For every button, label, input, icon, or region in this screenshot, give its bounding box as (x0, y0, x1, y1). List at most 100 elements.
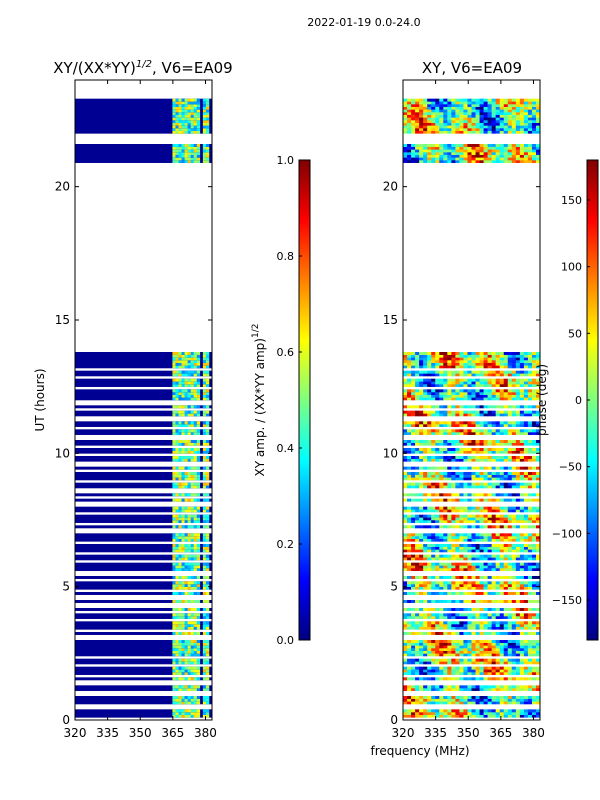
phase-cell (419, 557, 424, 561)
amplitude-row-13 (75, 658, 212, 662)
phase-cell (447, 685, 452, 689)
phase-cell (479, 640, 484, 643)
phase-cell (467, 440, 472, 443)
phase-cell (515, 549, 521, 553)
amplitude-cell (184, 712, 188, 715)
amplitude-cell (202, 117, 207, 121)
phase-cell (411, 130, 416, 134)
phase-cell (427, 584, 432, 587)
phase-cell (451, 448, 456, 451)
amplitude-cell (196, 154, 201, 158)
phase-cell (499, 661, 505, 665)
phase-cell (455, 608, 460, 611)
phase-cell (511, 413, 517, 417)
amplitude-row-18 (75, 642, 212, 646)
phase-cell (439, 154, 444, 158)
phase-cell (459, 661, 464, 665)
phase-cell (439, 493, 444, 497)
amplitude-cell (172, 410, 176, 414)
phase-cell (491, 696, 496, 699)
amplitude-cell (172, 114, 176, 118)
amplitude-cell (202, 562, 207, 566)
phase-cell (467, 424, 472, 427)
phase-cell (407, 378, 412, 382)
phase-cell (499, 424, 505, 427)
amplitude-cell (178, 125, 182, 129)
phase-cell (515, 378, 521, 382)
phase-cell (463, 554, 468, 558)
phase-cell (479, 450, 484, 454)
phase-cell (507, 666, 513, 670)
phase-cell (495, 613, 501, 617)
phase-cell (467, 538, 472, 542)
phase-cell (519, 536, 525, 539)
phase-cell (499, 533, 505, 537)
amplitude-cell (202, 125, 207, 129)
amplitude-cell (187, 157, 191, 161)
phase-cell (439, 101, 444, 105)
amplitude-cell (172, 701, 176, 705)
phase-cell (495, 562, 501, 566)
phase-cell (447, 506, 452, 510)
phase-cell (499, 432, 505, 435)
phase-cell (463, 661, 468, 665)
amplitude-cell (196, 562, 201, 566)
phase-cell (419, 621, 424, 625)
phase-cell (503, 362, 509, 366)
phase-cell (415, 394, 420, 398)
phase-cell (447, 648, 452, 651)
phase-cell (447, 392, 452, 395)
phase-cell (455, 648, 460, 651)
amplitude-cell (202, 114, 207, 118)
amplitude-cell (193, 157, 198, 161)
amplitude-cell (172, 125, 176, 129)
amplitude-cell (175, 456, 179, 459)
phase-cell (475, 616, 480, 619)
phase-cell (523, 448, 529, 451)
phase-cell (475, 536, 480, 539)
phase-cell (495, 544, 501, 547)
phase-cell (463, 424, 468, 427)
phase-cell (487, 450, 492, 454)
amplitude-cell (196, 109, 201, 113)
phase-cell (455, 661, 460, 665)
phase-cell (531, 608, 537, 611)
amplitude-cell (202, 712, 207, 715)
amplitude-cell (190, 672, 195, 675)
phase-cell (507, 101, 513, 105)
amplitude-row-68 (75, 413, 212, 417)
phase-cell (499, 626, 505, 630)
phase-cell (475, 672, 480, 675)
phase-cell (467, 685, 472, 689)
phase-cell (523, 413, 529, 417)
amplitude-cell (205, 653, 210, 657)
phase-cell (495, 509, 501, 513)
amplitude-cell (205, 640, 210, 643)
phase-cell (451, 549, 456, 553)
amplitude-cell (181, 157, 185, 161)
phase-cell (495, 533, 501, 537)
phase-cell (495, 592, 501, 595)
phase-cell (403, 696, 408, 699)
phase-cell (503, 696, 509, 699)
phase-cell (507, 696, 513, 699)
amplitude-cell (172, 370, 176, 374)
amplitude-cell (172, 525, 176, 529)
phase-cell (467, 442, 472, 446)
phase-cell (511, 122, 517, 126)
phase-cell (415, 517, 420, 521)
phase-cell (443, 533, 448, 537)
phase-cell (511, 568, 517, 571)
phase-cell (423, 538, 428, 542)
phase-colorbar-tick-label: −50 (559, 461, 582, 474)
amplitude-cell (181, 645, 185, 649)
phase-cell (499, 621, 505, 625)
phase-cell (535, 440, 540, 443)
phase-cell (491, 698, 496, 702)
phase-cell (443, 613, 448, 617)
amplitude-cell (202, 688, 207, 691)
phase-cell (423, 122, 428, 126)
amplitude-cell (202, 517, 207, 521)
phase-cell (463, 106, 468, 110)
amplitude-cell (190, 456, 195, 459)
